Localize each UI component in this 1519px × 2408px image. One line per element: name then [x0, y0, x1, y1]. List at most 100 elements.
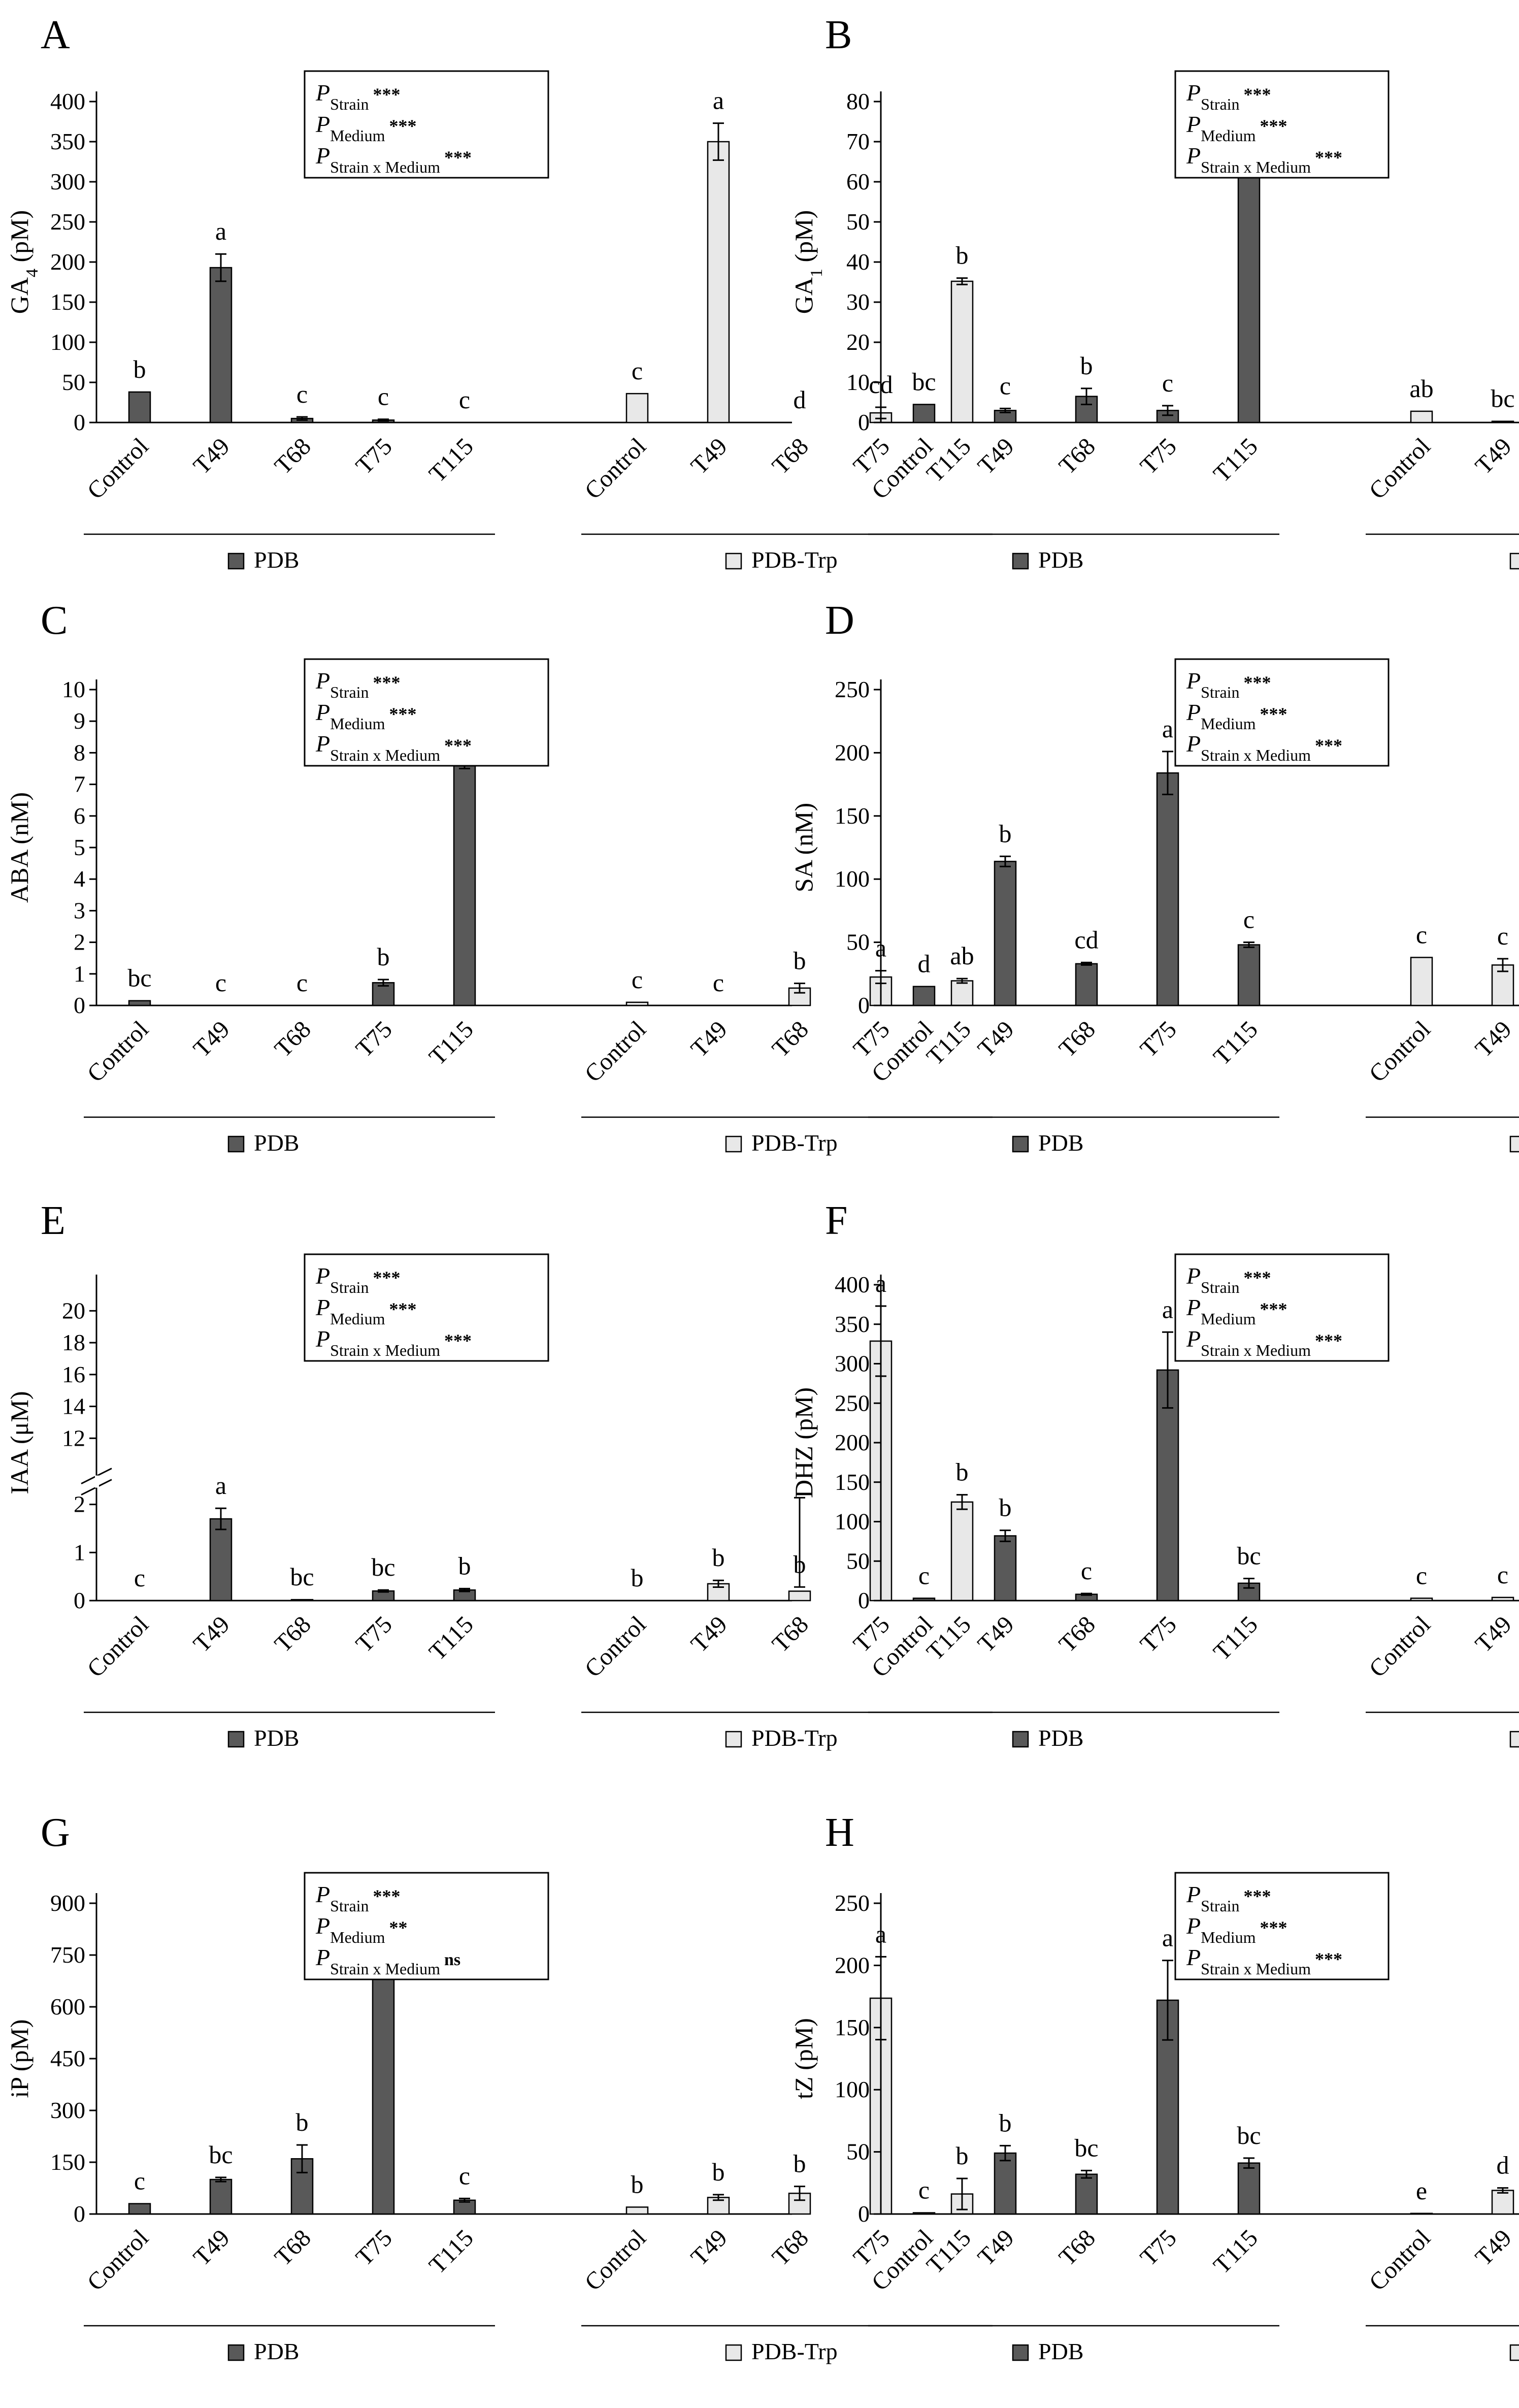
x-tick-label: Control	[580, 2224, 651, 2296]
stats-box-frame	[1174, 70, 1390, 179]
bar-pdb-control	[912, 404, 936, 424]
significance-letter: b	[377, 942, 390, 971]
x-tick-label: T68	[1054, 1016, 1101, 1062]
stats-sig: ***	[1244, 1267, 1271, 1288]
x-tick-label: T68	[270, 2224, 316, 2271]
x-tick-label: T75	[351, 1611, 398, 1657]
stats-sub: Strain x Medium	[1201, 1341, 1311, 1359]
bar-pdb-t49	[209, 2178, 233, 2215]
y-tick-label: 2	[74, 929, 85, 955]
stats-p: P	[1186, 1913, 1201, 1939]
significance-letter: a	[1162, 1295, 1173, 1323]
panel-letter: G	[41, 1810, 70, 1855]
y-axis-label-sub: 1	[807, 269, 826, 277]
stats-p: P	[1186, 1326, 1201, 1352]
x-tick-label: T68	[767, 2224, 814, 2271]
stats-sub: Strain	[330, 1897, 369, 1915]
y-axis-label-unit: (pM)	[5, 2019, 34, 2077]
y-tick-label: 16	[62, 1361, 85, 1387]
x-tick-label: T49	[973, 433, 1019, 479]
y-tick-label: 200	[835, 739, 870, 765]
bar-pdb-trp-t68	[788, 1590, 811, 1602]
significance-letter: b	[631, 2170, 644, 2198]
y-axis-label-main: GA	[789, 277, 818, 314]
stats-p: P	[315, 1881, 330, 1907]
stats-line: PMedium **	[315, 1913, 408, 1946]
stats-line: PStrain x Medium ***	[1186, 1944, 1342, 1978]
x-tick-label: T49	[1470, 2224, 1517, 2271]
x-tick-label: Control	[82, 1016, 154, 1087]
y-tick-label: 100	[835, 1509, 870, 1535]
significance-letter: c	[632, 356, 643, 385]
stats-sub: Strain x Medium	[1201, 158, 1311, 176]
stats-box-frame	[304, 1253, 549, 1362]
y-tick-label: 750	[50, 1942, 85, 1968]
stats-sig: ***	[1315, 1330, 1342, 1351]
significance-letter: b	[794, 946, 806, 974]
stats-line: PStrain x Medium ***	[1186, 143, 1342, 176]
y-tick-label: 30	[846, 289, 870, 315]
stats-line: PMedium ***	[315, 111, 417, 145]
y-tick-label: 1	[74, 1539, 85, 1565]
bar-pdb-t49	[994, 861, 1017, 1006]
significance-letter: b	[794, 1550, 806, 1578]
x-tick-label: Control	[82, 433, 154, 504]
y-tick-label: 7	[74, 771, 85, 797]
stats-line: PStrain x Medium ***	[315, 143, 472, 176]
bar-pdb-trp-t115	[950, 280, 974, 424]
y-tick-label: 10	[62, 676, 85, 702]
x-tick-label: Control	[580, 1016, 651, 1087]
bar-pdb-trp-t115	[950, 1501, 974, 1602]
significance-letter: ab	[950, 941, 974, 970]
x-tick-label: Control	[580, 1611, 651, 1682]
y-axis-label-main: SA	[789, 860, 818, 892]
stats-sig: ***	[373, 1886, 401, 1906]
significance-letter: a	[1162, 1924, 1173, 1952]
y-tick-label: 8	[74, 739, 85, 765]
x-tick-label: Control	[580, 433, 651, 504]
stats-sig: ***	[444, 735, 472, 756]
y-axis-label: SA (nM)	[789, 803, 818, 892]
stats-sig: ***	[389, 704, 417, 724]
bar-pdb-control	[912, 1598, 936, 1602]
stats-box: PStrain ***PMedium ***PStrain x Medium ***	[1174, 1872, 1390, 1980]
significance-letter: bc	[1074, 2133, 1098, 2162]
significance-letter: c	[1497, 1560, 1508, 1589]
stats-sig: **	[389, 1917, 408, 1938]
stats-sig: ***	[1260, 1299, 1287, 1319]
stats-sub: Medium	[1201, 126, 1256, 145]
bar-pdb-control	[128, 2203, 151, 2215]
stats-sub: Strain x Medium	[1201, 1960, 1311, 1978]
legend-swatch-pdb-trp	[1509, 1731, 1519, 1748]
y-tick-label: 900	[50, 1890, 85, 1916]
x-tick-label: T49	[1470, 1016, 1517, 1062]
panel-letter: H	[825, 1810, 854, 1855]
stats-box: PStrain ***PMedium **PStrain x Medium ns	[304, 1872, 549, 1980]
stats-p: P	[1186, 1881, 1201, 1907]
stats-sub: Strain x Medium	[330, 746, 440, 764]
y-tick-label: 200	[50, 249, 85, 275]
legend-swatch-pdb	[227, 2344, 245, 2361]
stats-box-frame	[304, 1872, 549, 1980]
x-tick-label: Control	[1364, 1611, 1436, 1682]
y-tick-label: 70	[846, 128, 870, 154]
x-tick-label: T115	[1208, 2224, 1263, 2279]
y-tick-label: 50	[846, 209, 870, 235]
significance-letter: c	[459, 385, 470, 414]
bar-pdb-t49	[209, 1518, 233, 1602]
significance-letter: c	[134, 1564, 145, 1592]
y-tick-label: 0	[74, 992, 85, 1018]
stats-sub: Strain	[330, 683, 369, 701]
stats-p: P	[315, 731, 330, 757]
y-axis-label: IAA (μM)	[5, 1391, 34, 1494]
y-tick-label: 200	[835, 1952, 870, 1978]
significance-letter: bc	[371, 1553, 395, 1581]
y-axis-label-main: tZ	[789, 2076, 818, 2099]
y-tick-label: 12	[62, 1425, 85, 1451]
y-tick-label: 600	[50, 1994, 85, 2020]
legend-swatch-pdb-trp	[1509, 552, 1519, 570]
legend-label: PDB-Trp	[751, 547, 838, 573]
